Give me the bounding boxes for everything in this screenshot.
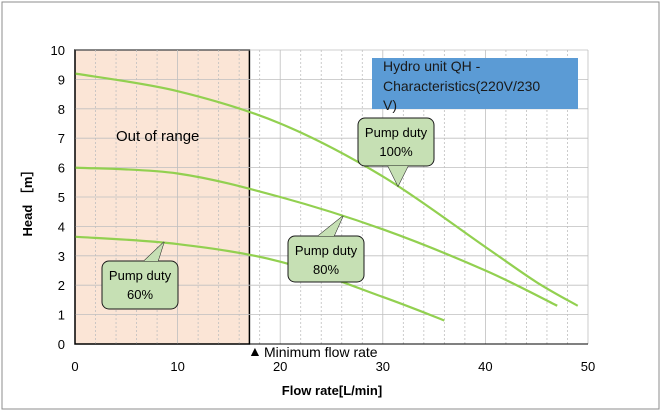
min-flow-marker: ▲ (248, 343, 262, 359)
callout-tail-cover (318, 216, 343, 236)
chart-title-line-2: Characteristics(220V/230 (383, 78, 540, 94)
y-tick-label: 10 (51, 43, 65, 58)
out-of-range-label: Out of range (116, 128, 199, 145)
y-tick-label: 5 (58, 190, 65, 205)
chart-title-box: Hydro unit QH - Characteristics(220V/230… (372, 58, 578, 113)
callout-tail-cover (144, 242, 164, 261)
x-tick-label: 40 (478, 359, 492, 374)
y-tick-label: 3 (58, 249, 65, 264)
series-line-3 (74, 235, 445, 322)
x-tick-label: 50 (581, 359, 595, 374)
chart-title: Hydro unit QH - Characteristics(220V/230… (383, 58, 544, 113)
callout-label-line-2: 100% (379, 144, 413, 159)
callout-label-line-1: Pump duty (109, 268, 172, 283)
min-flow-label: Minimum flow rate (264, 344, 378, 360)
y-axis-title: Head ［m］ (20, 164, 35, 237)
x-tick-label: 0 (71, 359, 78, 374)
axes: 0 1 2 3 4 5 6 7 8 9 10 0 10 20 30 40 50 (51, 43, 596, 374)
x-axis-title: Flow rate[L/min] (282, 383, 382, 398)
callout-box (101, 260, 179, 310)
callout-3: Pump duty 60% (101, 241, 179, 310)
x-tick-label: 30 (376, 359, 390, 374)
callout-label-line-2: 80% (313, 262, 339, 277)
chart-title-background (372, 58, 578, 109)
callout-label-line-1: Pump duty (365, 125, 428, 140)
y-tick-label: 8 (58, 102, 65, 117)
y-tick-label: 7 (58, 131, 65, 146)
y-tick-label: 6 (58, 161, 65, 176)
chart-title-line-3: V) (383, 97, 397, 113)
x-tick-label: 10 (170, 359, 184, 374)
chart-title-line-1: Hydro unit QH - (383, 58, 481, 74)
series-line-1 (74, 72, 579, 307)
series-line-2 (74, 166, 558, 307)
callout-label-line-1: Pump duty (295, 243, 358, 258)
y-tick-label: 1 (58, 308, 65, 323)
callout-1: Pump duty 100% (357, 117, 435, 188)
callout-label-line-2: 60% (127, 287, 153, 302)
annotations: Out of range ▲ Minimum flow rate Flow ra… (20, 128, 382, 398)
y-tick-label: 4 (58, 219, 65, 234)
x-tick-label: 20 (273, 359, 287, 374)
pump-duty-callouts: Pump duty 100% Pump duty 80% Pump duty 60% (101, 117, 435, 310)
callout-2: Pump duty 80% (287, 215, 365, 283)
y-tick-label: 2 (58, 278, 65, 293)
callout-tail-cover (388, 166, 408, 186)
curves (74, 72, 579, 322)
y-tick-label: 0 (58, 337, 65, 352)
y-tick-label: 9 (58, 72, 65, 87)
